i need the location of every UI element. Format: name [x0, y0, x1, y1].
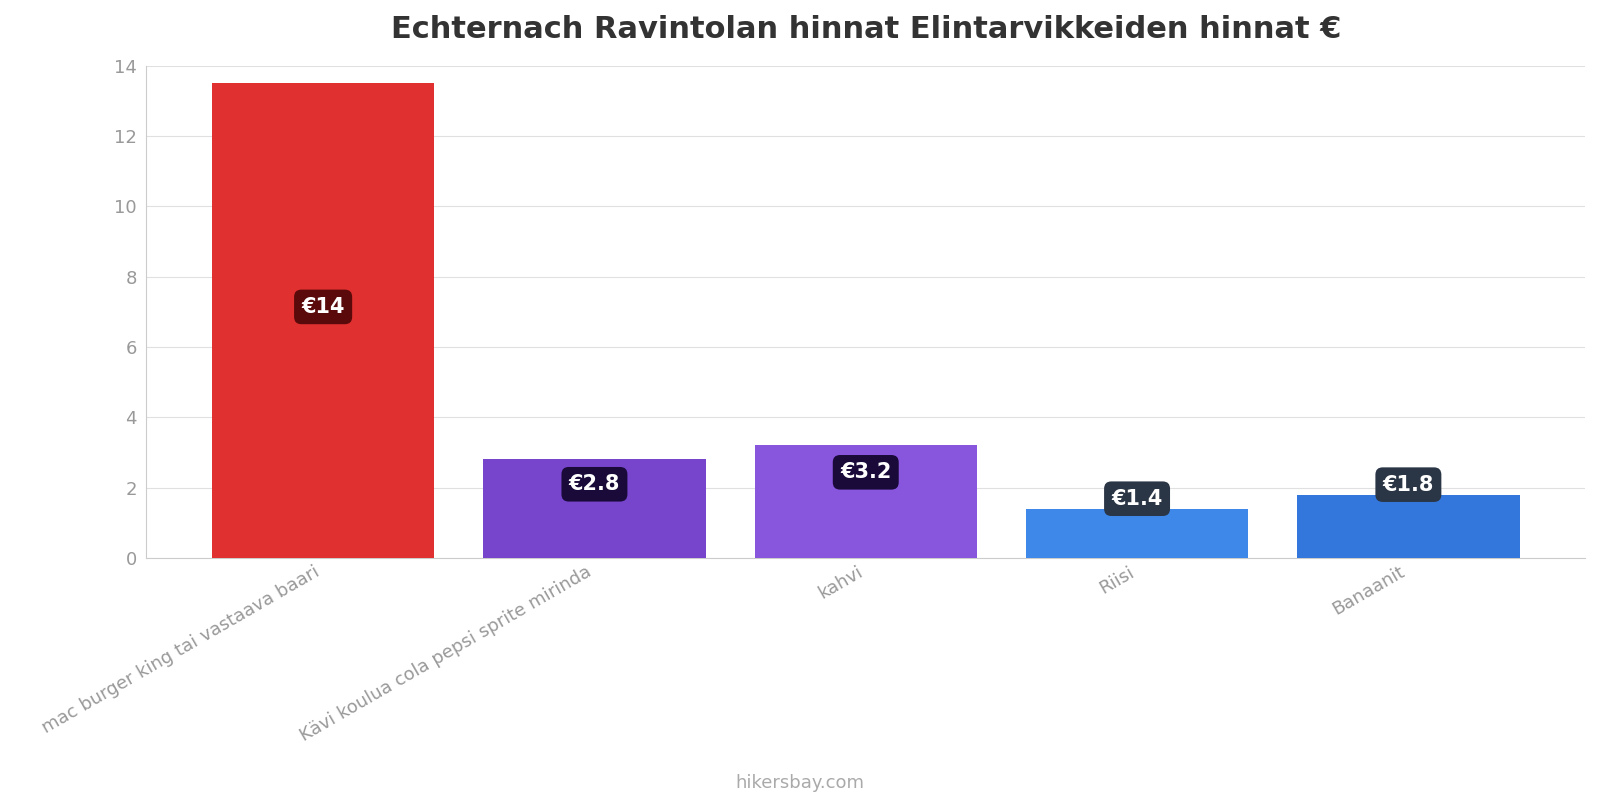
Bar [755, 446, 978, 558]
Text: hikersbay.com: hikersbay.com [736, 774, 864, 792]
Bar [1298, 494, 1520, 558]
Text: €1.8: €1.8 [1382, 474, 1434, 494]
Bar [1026, 509, 1248, 558]
Title: Echternach Ravintolan hinnat Elintarvikkeiden hinnat €: Echternach Ravintolan hinnat Elintarvikk… [390, 15, 1341, 44]
Text: €1.4: €1.4 [1112, 489, 1163, 509]
Bar [211, 83, 434, 558]
Text: €2.8: €2.8 [568, 474, 621, 494]
Text: €14: €14 [301, 297, 346, 317]
Bar [483, 459, 706, 558]
Text: €3.2: €3.2 [840, 462, 891, 482]
